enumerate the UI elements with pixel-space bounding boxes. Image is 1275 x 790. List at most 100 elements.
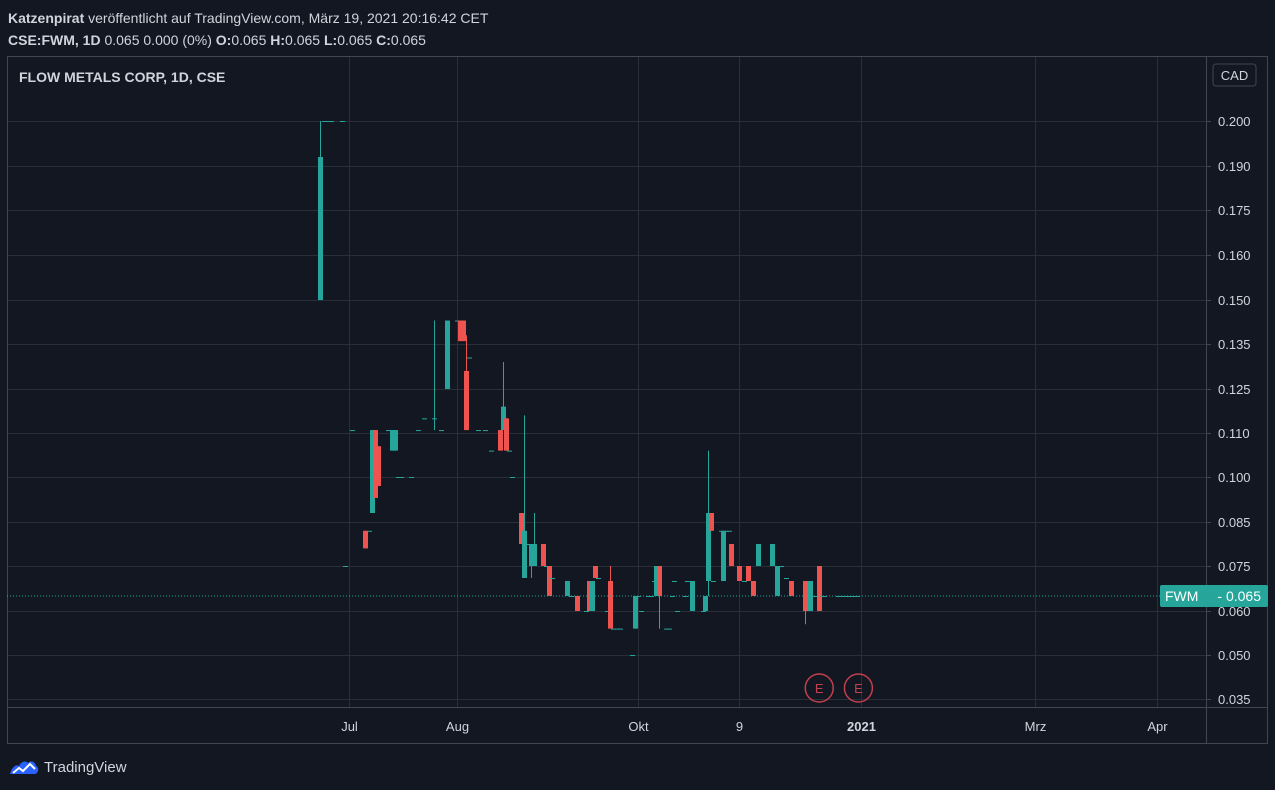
candle[interactable] [370,430,375,513]
candle[interactable] [464,335,469,431]
candle[interactable] [522,415,527,578]
candle[interactable] [770,544,775,566]
candle[interactable] [672,581,677,582]
tradingview-brand[interactable]: TradingView [44,758,127,776]
candle[interactable] [390,430,395,451]
candle[interactable] [476,430,481,432]
candle[interactable] [565,581,570,596]
candle[interactable] [751,581,756,596]
candle[interactable] [703,596,708,611]
earnings-event-marker[interactable]: E [804,673,834,703]
candle[interactable] [350,430,355,432]
author-name[interactable]: Katzenpirat [8,10,85,26]
candle[interactable] [596,578,601,579]
candle[interactable] [701,611,706,612]
candle[interactable] [340,121,345,122]
candle[interactable] [483,430,488,432]
candle[interactable] [737,566,742,581]
candle[interactable] [501,362,506,431]
candle[interactable] [850,596,855,597]
candle[interactable] [409,477,414,478]
candle[interactable] [608,566,613,629]
candle[interactable] [675,611,680,612]
candle[interactable] [489,450,494,452]
candle[interactable] [575,596,580,611]
candle[interactable] [670,596,675,597]
candle[interactable] [422,418,427,420]
candle[interactable] [709,513,714,531]
candle[interactable] [439,430,444,432]
candle[interactable] [584,611,589,612]
candle[interactable] [721,530,726,581]
candle[interactable] [649,596,654,597]
candle[interactable] [507,450,512,452]
candle[interactable] [756,544,761,566]
price-axis[interactable]: 0.200 0.190 0.175 0.160 0.150 0.135 0.125 0.110… [1206,114,1251,707]
candle[interactable] [325,121,330,122]
candle[interactable] [817,566,822,611]
candle[interactable] [373,430,378,498]
candle[interactable] [789,581,794,596]
candle[interactable] [550,578,555,579]
candle[interactable] [784,578,789,579]
candle[interactable] [396,477,401,478]
candle[interactable] [630,655,635,656]
candle[interactable] [544,566,549,567]
candle[interactable] [775,566,780,596]
candle[interactable] [667,628,672,630]
candle[interactable] [461,320,466,342]
candle[interactable] [467,357,472,359]
candle[interactable] [646,596,651,597]
candle[interactable] [510,477,515,478]
candle[interactable] [416,430,421,432]
candle[interactable] [636,596,641,597]
candle[interactable] [322,121,327,122]
candle[interactable] [855,596,860,597]
candle[interactable] [808,581,813,611]
candle[interactable] [615,628,620,630]
candle[interactable] [746,566,751,581]
candle[interactable] [729,544,734,566]
candle[interactable] [841,596,846,597]
earnings-event-marker[interactable]: E [843,673,874,703]
candle[interactable] [529,544,534,578]
candle[interactable] [779,566,784,567]
candle[interactable] [432,320,437,431]
candle[interactable] [458,320,463,342]
candle[interactable] [846,596,851,597]
candle[interactable] [639,611,644,612]
candle[interactable] [445,320,450,389]
candle[interactable] [541,544,546,566]
candle[interactable] [593,566,598,578]
candle[interactable] [664,628,669,630]
candle[interactable] [685,581,690,582]
candle[interactable] [690,581,695,611]
candle[interactable] [711,581,716,582]
candle[interactable] [329,121,334,122]
candle[interactable] [318,121,323,300]
candle[interactable] [376,446,381,486]
candle[interactable] [633,596,638,629]
candle[interactable] [498,430,503,451]
candle[interactable] [386,430,391,432]
candle[interactable] [519,513,524,544]
candle[interactable] [367,530,372,532]
candle[interactable] [547,566,552,596]
candle[interactable] [526,544,531,545]
candle[interactable] [532,513,537,566]
candle[interactable] [706,450,711,596]
candle[interactable] [605,611,610,612]
candle[interactable] [727,530,732,532]
candle[interactable] [343,566,348,567]
candle[interactable] [504,418,509,451]
currency-box[interactable] [1212,63,1257,87]
candle[interactable] [393,430,398,451]
candle[interactable] [813,596,818,597]
candle[interactable] [618,628,623,630]
candle[interactable] [654,566,659,596]
candle[interactable] [399,477,404,478]
candle[interactable] [724,530,729,532]
candle[interactable] [363,530,368,549]
